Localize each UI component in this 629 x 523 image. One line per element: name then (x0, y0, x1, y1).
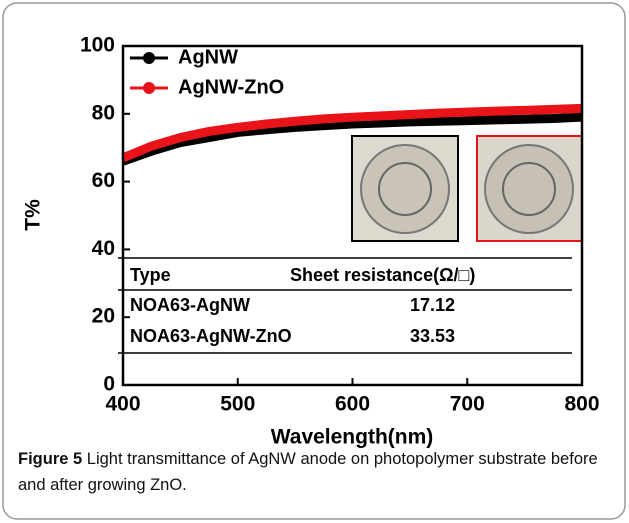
seal (484, 144, 574, 234)
y-tick-label: 0 (103, 373, 115, 396)
photo-agnw (351, 135, 459, 242)
y-tick-label: 100 (80, 34, 115, 57)
table-cell: 17.12 (410, 295, 455, 315)
table-cell: 33.53 (410, 326, 455, 346)
data-line (121, 103, 583, 163)
table-header: Type (130, 265, 171, 285)
seal (360, 144, 450, 234)
y-tick-label: 40 (92, 237, 115, 260)
x-tick-label: 500 (220, 393, 255, 416)
y-tick-label: 80 (92, 101, 115, 124)
table-cell: NOA63-AgNW (130, 295, 250, 315)
x-axis-title: Wavelength(nm) (271, 426, 434, 449)
table-header: Sheet resistance(Ω/□) (290, 265, 475, 285)
y-tick-label: 20 (92, 305, 115, 328)
caption-label: Figure 5 (18, 450, 83, 468)
seal-inner (378, 162, 432, 216)
photo-agnw-zno (476, 135, 583, 242)
caption-text: Light transmittance of AgNW anode on pho… (18, 450, 598, 494)
legend-label: AgNW (178, 46, 238, 68)
x-tick-label: 800 (564, 393, 599, 416)
table-cell: NOA63-AgNW-ZnO (130, 326, 292, 346)
seal-inner (502, 162, 556, 216)
x-tick-label: 400 (105, 393, 140, 416)
x-tick-label: 600 (335, 393, 370, 416)
data-line (121, 112, 583, 166)
y-tick-label: 60 (92, 169, 115, 192)
legend-marker (143, 52, 155, 64)
x-tick-label: 700 (450, 393, 485, 416)
y-axis-title: T% (22, 199, 45, 231)
legend-marker (143, 82, 155, 94)
legend-label: AgNW-ZnO (178, 76, 284, 98)
caption: Figure 5 Light transmittance of AgNW ano… (18, 446, 614, 498)
